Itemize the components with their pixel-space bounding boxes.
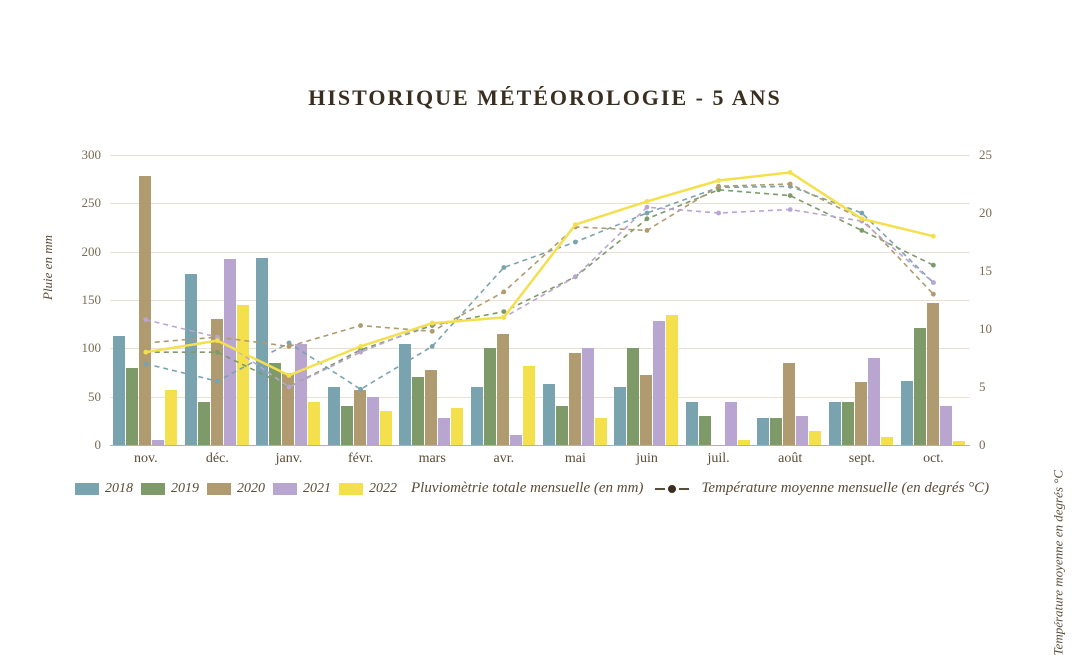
temp-point xyxy=(287,344,292,349)
legend-swatch xyxy=(141,483,165,495)
chart-container: { "title": "HISTORIQUE MÉTÉOROLOGIE - 5 … xyxy=(0,0,1090,642)
temp-point xyxy=(645,211,650,216)
x-axis-label: déc. xyxy=(185,451,251,467)
temp-point xyxy=(358,387,363,392)
chart-title: HISTORIQUE MÉTÉOROLOGIE - 5 ANS xyxy=(0,0,1090,111)
temp-point xyxy=(931,263,936,268)
temp-point xyxy=(573,274,578,279)
line-overlay xyxy=(110,155,970,445)
temp-point xyxy=(645,199,650,204)
temp-point xyxy=(430,321,435,326)
temp-point xyxy=(358,344,363,349)
chart-area: 050100150200250300 0510152025 nov.déc.ja… xyxy=(75,155,1005,470)
temp-point xyxy=(859,216,864,221)
x-axis-label: nov. xyxy=(113,451,179,467)
temp-point xyxy=(931,234,936,239)
temp-point xyxy=(573,222,578,227)
temp-point xyxy=(501,289,506,294)
legend-year: 2018 xyxy=(105,481,133,497)
legend-swatch xyxy=(207,483,231,495)
temp-point xyxy=(430,329,435,334)
x-axis-label: janv. xyxy=(256,451,322,467)
temp-point xyxy=(215,338,220,343)
temp-point xyxy=(716,178,721,183)
temp-point xyxy=(645,205,650,210)
temp-point xyxy=(287,385,292,390)
temp-line-2018 xyxy=(146,186,934,389)
y-tick-left: 150 xyxy=(73,292,101,308)
legend-year: 2020 xyxy=(237,481,265,497)
legend-year: 2022 xyxy=(369,481,397,497)
x-axis-label: mai xyxy=(543,451,609,467)
temp-point xyxy=(573,240,578,245)
y-tick-right: 15 xyxy=(979,263,1007,279)
y-axis-left-title: Pluie en mm xyxy=(40,235,56,300)
y-axis-right-title: Température moyenne en degrés °C xyxy=(1050,470,1066,655)
temp-point xyxy=(716,211,721,216)
temp-line-2021 xyxy=(146,207,934,387)
y-tick-left: 0 xyxy=(73,437,101,453)
temp-point xyxy=(716,184,721,189)
temp-point xyxy=(788,193,793,198)
temp-point xyxy=(788,207,793,212)
temp-point xyxy=(645,216,650,221)
temp-point xyxy=(645,228,650,233)
temp-line-2019 xyxy=(146,190,934,387)
temp-point xyxy=(143,350,148,355)
y-tick-right: 10 xyxy=(979,321,1007,337)
temp-point xyxy=(215,379,220,384)
temp-point xyxy=(501,265,506,270)
temp-point xyxy=(287,373,292,378)
temp-point xyxy=(501,315,506,320)
temp-point xyxy=(931,280,936,285)
legend-swatch xyxy=(75,483,99,495)
x-axis-label: juil. xyxy=(686,451,752,467)
temp-point xyxy=(788,170,793,175)
x-axis-label: sept. xyxy=(829,451,895,467)
y-tick-left: 200 xyxy=(73,244,101,260)
temp-point xyxy=(143,341,148,346)
temp-point xyxy=(358,350,363,355)
x-axis-label: juin xyxy=(614,451,680,467)
x-axis-label: avr. xyxy=(471,451,537,467)
temp-point xyxy=(143,361,148,366)
y-tick-left: 250 xyxy=(73,195,101,211)
temp-point xyxy=(788,182,793,187)
y-tick-right: 25 xyxy=(979,147,1007,163)
legend-temp-label: Température moyenne mensuelle (en degrés… xyxy=(701,480,989,497)
legend-line-sample xyxy=(655,485,689,493)
y-tick-left: 50 xyxy=(73,389,101,405)
x-axis-label: mars xyxy=(399,451,465,467)
temp-point xyxy=(358,323,363,328)
y-tick-right: 5 xyxy=(979,379,1007,395)
y-tick-right: 0 xyxy=(979,437,1007,453)
y-tick-left: 100 xyxy=(73,340,101,356)
x-axis-label: août xyxy=(757,451,823,467)
temp-point xyxy=(215,350,220,355)
legend-swatch xyxy=(273,483,297,495)
temp-point xyxy=(430,344,435,349)
temp-point xyxy=(931,292,936,297)
y-tick-left: 300 xyxy=(73,147,101,163)
temp-point xyxy=(859,228,864,233)
legend: 2018 2019 2020 2021 2022 Pluviomètrie totale … xyxy=(75,480,1025,497)
temp-point xyxy=(859,211,864,216)
legend-swatch xyxy=(339,483,363,495)
y-tick-right: 20 xyxy=(979,205,1007,221)
legend-rain-label: Pluviomètrie totale mensuelle (en mm) xyxy=(411,480,643,497)
temp-line-2022 xyxy=(146,172,934,375)
legend-year: 2021 xyxy=(303,481,331,497)
temp-point xyxy=(143,317,148,322)
legend-year: 2019 xyxy=(171,481,199,497)
x-axis-label: oct. xyxy=(901,451,967,467)
x-axis-label: févr. xyxy=(328,451,394,467)
